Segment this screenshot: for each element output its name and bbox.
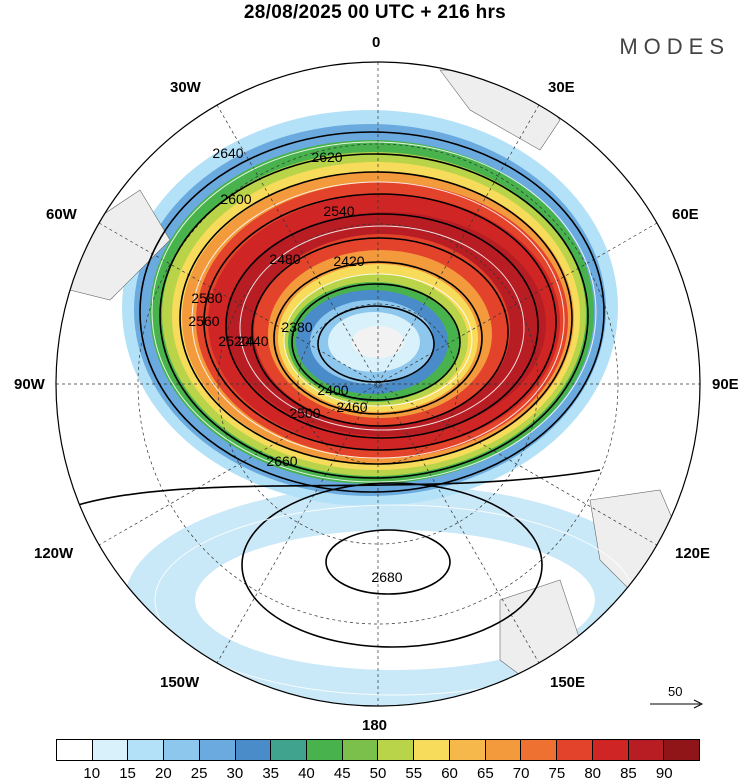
colorbar-swatch [449,740,486,760]
reference-vector-label: 50 [668,684,683,699]
colorbar-swatch [235,740,272,760]
lon-label-right: 90E [712,376,739,393]
colorbar-swatch [164,740,200,760]
colorbar-tick-label: 30 [226,765,244,782]
colorbar-tick-label: 20 [154,765,172,782]
brand-logo: MODES [619,34,730,59]
contour-label: 2560 [188,313,219,329]
colorbar-swatch [485,740,522,760]
colorbar-tick-label: 40 [298,765,315,782]
contour-label: 2460 [336,399,367,415]
contour-label: 2540 [323,203,354,219]
colorbar-tick-label: 90 [655,765,673,782]
colorbar-tick-label: 50 [369,765,387,782]
lon-label-120w: 120W [34,545,74,562]
lon-label-60w: 60W [46,206,77,223]
contour-label: 2480 [269,251,300,267]
colorbar-tick-label: 75 [548,765,566,782]
colorbar-swatch [414,740,450,760]
lon-label-left: 90W [14,376,45,393]
colorbar-tick-label: 55 [405,765,423,782]
colorbar-swatch [307,740,343,760]
colorbar-swatch [57,740,93,760]
colorbar-swatch [628,740,665,760]
colorbar-tick-label: 60 [441,765,458,782]
colorbar-tick-label: 10 [83,765,101,782]
colorbar-tick-label: 45 [333,765,351,782]
lon-label-120e: 120E [675,545,711,562]
contour-label: 2500 [289,405,320,421]
colorbar-swatch [199,740,236,760]
colorbar-swatch [521,740,558,760]
lon-label-30e: 30E [548,79,575,96]
contour-label: 2660 [266,453,297,469]
contour-label: 2580 [191,290,222,306]
colorbar-swatch [557,740,593,760]
colorbar-swatch [128,740,165,760]
contour-label: 2640 [212,145,243,161]
arrow-icon [650,699,704,709]
contour-label: 2440 [237,333,268,349]
lon-label-60e: 60E [672,206,699,223]
colorbar-tick-label: 70 [512,765,530,782]
contour-label: 2600 [220,191,251,207]
lon-label-150e: 150E [550,674,586,691]
lon-label-30w: 30W [170,79,201,96]
colorbar-swatch [342,740,379,760]
colorbar [56,739,700,761]
colorbar-swatch [592,740,629,760]
colorbar-ticks: 10 15 20 25 30 35 40 45 50 55 60 65 70 75 80 85 90 [56,765,700,782]
lon-label-150w: 150W [160,674,200,691]
contour-label: 2620 [311,149,342,165]
map-title: 28/08/2025 00 UTC + 216 hrs [243,2,507,23]
colorbar-tick-label: 25 [190,765,208,782]
colorbar-swatch [92,740,129,760]
contour-label: 2380 [281,319,312,335]
contour-label: 2680 [371,569,402,585]
reference-vector: 50 [648,684,708,714]
colorbar-swatch [378,740,415,760]
contour-label: 2420 [333,253,364,269]
colorbar-tick-label: 85 [620,765,637,782]
colorbar-tick-label: 15 [119,765,136,782]
colorbar-tick-label: 80 [584,765,601,782]
colorbar-tick-label: 65 [476,765,494,782]
lon-label-bottom: 180 [362,717,388,734]
contour-label: 2400 [317,382,348,398]
colorbar-tick-label: 35 [262,765,279,782]
colorbar-swatch [271,740,308,760]
contour-label: 2520 [218,333,249,349]
lon-label-top: 0 [372,34,381,51]
wind-speed-field [56,62,700,706]
colorbar-swatch [664,740,699,760]
